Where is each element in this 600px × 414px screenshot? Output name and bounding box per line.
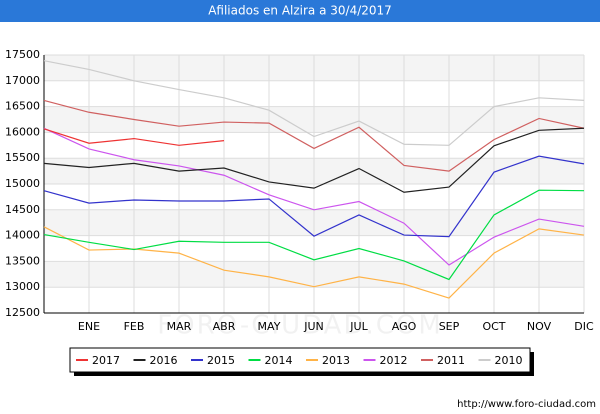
x-tick-label: FEB (124, 320, 145, 333)
y-tick-label: 13000 (5, 280, 40, 293)
x-tick-label: SEP (439, 320, 460, 333)
y-tick-label: 13500 (5, 254, 40, 267)
y-tick-label: 17000 (5, 74, 40, 87)
legend-label: 2011 (437, 354, 465, 367)
series-line (43, 189, 585, 281)
x-tick-label: MAY (258, 320, 281, 333)
y-tick-label: 12500 (5, 306, 40, 319)
series-line (43, 99, 585, 172)
chart-title: Afiliados en Alzira a 30/4/2017 (208, 4, 392, 18)
legend-label: 2015 (207, 354, 235, 367)
legend-label: 2010 (495, 354, 523, 367)
legend-label: 2012 (380, 354, 408, 367)
x-tick-label: DIC (574, 320, 594, 333)
y-tick-label: 16000 (5, 125, 40, 138)
y-tick-label: 15500 (5, 151, 40, 164)
x-tick-label: JUL (349, 320, 368, 333)
y-tick-label: 14500 (5, 203, 40, 216)
y-tick-label: 17500 (5, 48, 40, 61)
x-tick-label: AGO (392, 320, 417, 333)
x-tick-label: JUN (303, 320, 324, 333)
legend-label: 2017 (92, 354, 120, 367)
series-line (43, 127, 585, 266)
legend-box (69, 347, 531, 373)
header-bar (0, 0, 600, 22)
x-tick-label: MAR (167, 320, 192, 333)
series-line (43, 127, 585, 193)
legend-label: 2014 (265, 354, 293, 367)
legend-label: 2013 (322, 354, 350, 367)
x-tick-label: NOV (527, 320, 552, 333)
y-tick-label: 15000 (5, 177, 40, 190)
legend-label: 2016 (150, 354, 178, 367)
footer: http://www.foro-ciudad.com (457, 399, 596, 410)
series-line (43, 60, 585, 146)
x-tick-label: ABR (213, 320, 236, 333)
watermark: FORO-CIUDAD.COM (157, 311, 443, 341)
x-tick-label: ENE (78, 320, 100, 333)
x-tick-label: OCT (482, 320, 505, 333)
y-tick-label: 14000 (5, 229, 40, 242)
series-line (43, 128, 225, 146)
series-line (43, 155, 585, 238)
y-tick-label: 16500 (5, 100, 40, 113)
